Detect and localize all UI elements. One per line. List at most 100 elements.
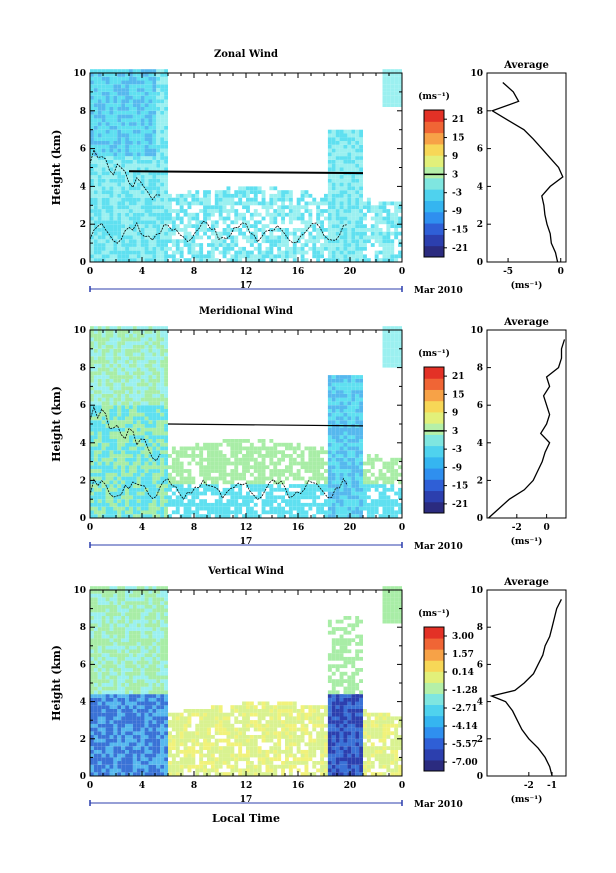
colorbar-tick-label: -3 <box>452 445 462 455</box>
colorbar-frame <box>423 109 445 258</box>
average-title: Average <box>503 60 549 71</box>
colorbar-swatch <box>424 211 444 224</box>
colorbar-tick-label: -21 <box>452 500 468 510</box>
average-y-tick-label: 8 <box>477 107 483 117</box>
heatmap-field <box>90 326 402 518</box>
x-tick-label: 16 <box>292 267 305 277</box>
y-tick-label: 4 <box>80 439 86 449</box>
colorbar-tick-label: -1.28 <box>452 686 478 696</box>
colorbar-tick-label: 15 <box>452 390 465 400</box>
date-label: 17 <box>240 281 253 291</box>
y-tick-label: 2 <box>80 735 86 745</box>
x-tick-label: 0 <box>87 267 93 277</box>
colorbar-swatch <box>424 177 444 190</box>
date-label: 17 <box>240 537 253 547</box>
average-y-tick-label: 10 <box>470 69 483 79</box>
x-tick-label: 4 <box>139 523 145 533</box>
x-tick-label: 8 <box>191 523 197 533</box>
colorbar-swatch <box>424 423 444 435</box>
colorbar-swatch <box>424 660 444 672</box>
average-profile-line <box>489 599 562 777</box>
y-tick-label: 2 <box>80 220 86 230</box>
colorbar-swatch <box>424 400 444 413</box>
average-y-tick-label: 4 <box>477 698 483 708</box>
colorbar-unit: (ms⁻¹) <box>418 348 450 359</box>
data-gap-line <box>128 170 364 175</box>
colorbar-swatch <box>424 737 444 750</box>
colorbar-swatch <box>424 490 444 503</box>
x-tick-label: 12 <box>240 267 253 277</box>
colorbar-swatch <box>424 155 444 168</box>
colorbar-swatch <box>424 445 444 458</box>
x-tick-label: 12 <box>240 523 253 533</box>
colorbar-swatch <box>424 627 444 639</box>
average-frame <box>486 72 567 263</box>
average-y-tick-label: 8 <box>477 623 483 633</box>
colorbar-swatch <box>424 671 444 683</box>
x-tick-label: 0 <box>87 781 93 791</box>
colorbar-swatch <box>424 234 444 247</box>
colorbar-swatch <box>424 715 444 728</box>
colorbar-swatch <box>424 638 444 650</box>
average-title: Average <box>503 577 549 588</box>
y-tick-label: 2 <box>80 476 86 486</box>
average-y-tick-label: 0 <box>477 514 483 524</box>
colorbar-swatch <box>424 649 444 661</box>
y-tick-label: 8 <box>80 623 86 633</box>
average-x-label: (ms⁻¹) <box>511 536 543 547</box>
average-y-tick-label: 10 <box>470 326 483 336</box>
average-x-label: (ms⁻¹) <box>511 794 543 805</box>
colorbar-swatch <box>424 200 444 213</box>
average-x-tick-label: -5 <box>503 267 513 277</box>
average-y-tick-label: 4 <box>477 182 483 192</box>
y-tick-label: 8 <box>80 107 86 117</box>
y-axis-label: Height (km) <box>50 130 63 206</box>
x-axis-label: Local Time <box>212 812 280 825</box>
month-label: Mar 2010 <box>414 542 463 552</box>
average-x-label: (ms⁻¹) <box>511 280 543 291</box>
y-tick-label: 10 <box>73 326 86 336</box>
heatmap-field <box>90 586 402 776</box>
x-tick-label: 0 <box>399 267 405 277</box>
y-tick-label: 8 <box>80 364 86 374</box>
colorbar-swatch <box>424 434 444 447</box>
colorbar-swatch <box>424 143 444 156</box>
colorbar-tick-label: 21 <box>452 372 465 382</box>
colorbar-tick-label: 0.14 <box>452 668 474 678</box>
data-gap-line <box>167 423 364 427</box>
month-label: Mar 2010 <box>414 286 463 296</box>
colorbar-unit: (ms⁻¹) <box>418 91 450 102</box>
average-y-tick-label: 0 <box>477 772 483 782</box>
x-tick-label: 16 <box>292 781 305 791</box>
y-tick-label: 10 <box>73 586 86 596</box>
colorbar-tick-label: -9 <box>452 463 462 473</box>
colorbar-swatch <box>424 682 444 694</box>
x-tick-label: 20 <box>344 523 357 533</box>
heatmap-field <box>90 69 402 262</box>
colorbar-swatch <box>424 132 444 145</box>
x-tick-label: 0 <box>399 781 405 791</box>
colorbar-tick-label: -5.57 <box>452 740 478 750</box>
colorbar-tick-label: -2.71 <box>452 704 478 714</box>
colorbar-frame <box>423 626 445 772</box>
colorbar-swatch <box>424 389 444 402</box>
chart-title: Zonal Wind <box>214 49 278 60</box>
colorbar-swatch <box>424 501 444 514</box>
y-tick-label: 0 <box>80 514 86 524</box>
average-y-tick-label: 0 <box>477 258 483 268</box>
average-profile-line <box>488 339 566 519</box>
colorbar-swatch <box>424 479 444 492</box>
average-y-tick-label: 6 <box>477 401 483 411</box>
colorbar-swatch <box>424 166 444 179</box>
average-y-tick-label: 2 <box>477 220 483 230</box>
colorbar-swatch <box>424 121 444 134</box>
colorbar-tick-label: 21 <box>452 115 465 125</box>
x-tick-label: 0 <box>87 523 93 533</box>
colorbar-swatch <box>424 245 444 258</box>
average-y-tick-label: 6 <box>477 145 483 155</box>
average-x-tick-label: 0 <box>558 267 564 277</box>
x-tick-label: 20 <box>344 267 357 277</box>
